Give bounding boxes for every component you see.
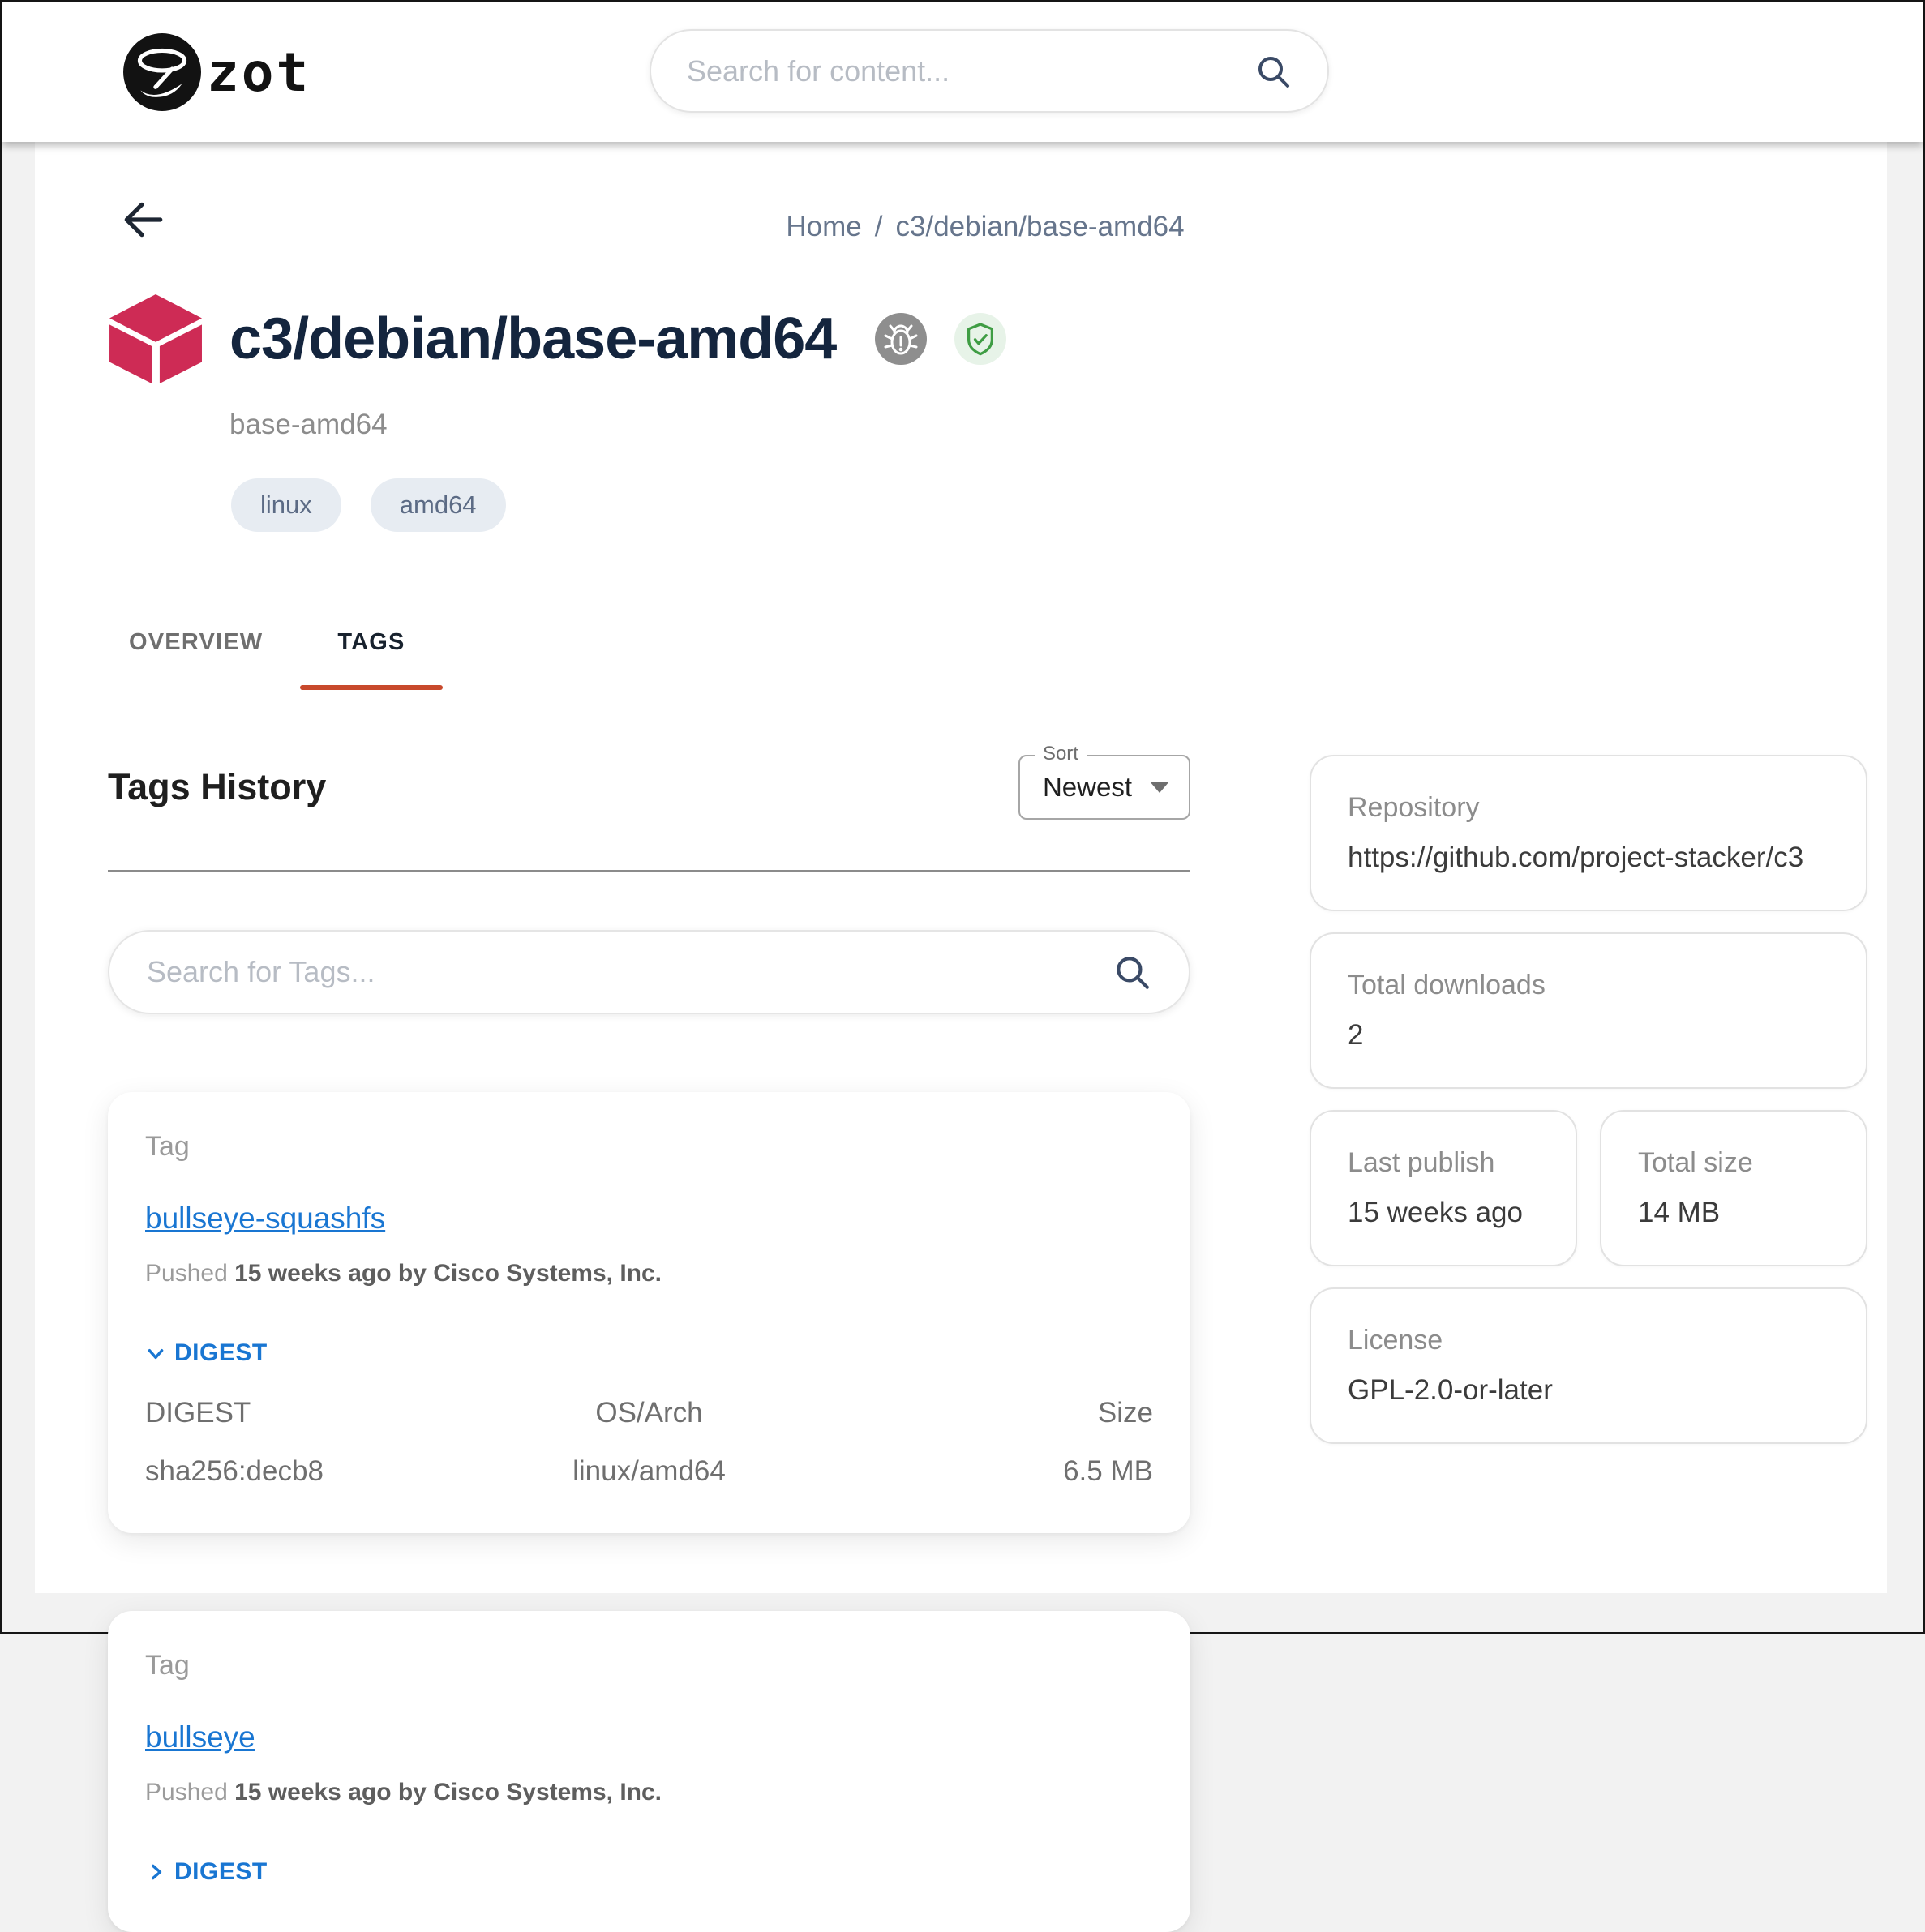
breadcrumb-home-link[interactable]: Home [786,211,862,242]
repo-tabs: OVERVIEW TAGS [92,610,1863,690]
digest-table: DIGEST OS/Arch Size sha256:decb8 linux/a… [145,1397,1153,1488]
global-search-bar [650,29,1329,113]
digest-col-header: DIGEST [145,1397,251,1429]
license-label: License [1348,1325,1443,1356]
breadcrumb-current: c3/debian/base-amd64 [895,211,1185,242]
last-publish-card: Last publish 15 weeks ago [1310,1110,1577,1266]
sort-dropdown-value: Newest [1042,772,1132,802]
total-downloads-label: Total downloads [1348,970,1546,1000]
platform-chip-os: linux [231,478,341,532]
chevron-down-icon [145,1343,166,1364]
back-button[interactable] [119,195,168,244]
repo-meta-sidebar: Repository https://github.com/project-st… [1310,755,1867,1932]
tag-card: Tag bullseye Pushed 15 weeks ago by Cisc… [108,1611,1190,1932]
total-size-value: 14 MB [1638,1197,1721,1228]
tag-link[interactable]: bullseye-squashfs [145,1202,386,1235]
license-card: License GPL-2.0-or-later [1310,1287,1867,1444]
total-size-label: Total size [1638,1147,1753,1178]
osarch-value: linux/amd64 [572,1455,726,1487]
total-downloads-value: 2 [1348,1019,1364,1051]
breadcrumb: Home / c3/debian/base-amd64 [786,211,1184,243]
tag-field-label: Tag [145,1650,190,1681]
sort-dropdown[interactable]: Sort Newest [1018,743,1190,820]
search-icon[interactable] [1254,53,1292,90]
tag-field-label: Tag [145,1131,190,1162]
signed-shield-icon [954,313,1007,365]
repository-value: https://github.com/project-stacker/c3 [1348,842,1804,873]
app-header: zot [2,2,1923,142]
total-downloads-card: Total downloads 2 [1310,932,1867,1089]
pushed-detail: 15 weeks ago by Cisco Systems, Inc. [234,1779,662,1806]
zot-logo-text: zot [207,41,311,104]
digest-toggle-label: DIGEST [174,1858,268,1885]
chevron-right-icon [145,1861,166,1883]
tags-history-section: Tags History Sort Newest [108,743,1190,1932]
platform-chip-arch: amd64 [370,478,506,532]
sort-dropdown-label: Sort [1034,743,1087,765]
repo-detail-page: Home / c3/debian/base-amd64 c3/debian/ba… [35,142,1887,1932]
global-search-input[interactable] [687,54,1254,88]
tags-history-header: Tags History Sort Newest [108,743,1190,820]
repo-title-row: c3/debian/base-amd64 [108,293,1863,384]
last-publish-label: Last publish [1348,1147,1495,1178]
content-row: Tags History Sort Newest [108,743,1867,1932]
sort-dropdown-arrow-icon [1150,782,1169,793]
license-value: GPL-2.0-or-later [1348,1374,1553,1406]
tags-search-bar [108,930,1190,1014]
digest-table-header-row: DIGEST OS/Arch Size [145,1397,1153,1429]
digest-table-value-row: sha256:decb8 linux/amd64 6.5 MB [145,1455,1153,1488]
repo-subtitle: base-amd64 [229,409,388,440]
size-value: 6.5 MB [1063,1455,1153,1487]
repository-card: Repository https://github.com/project-st… [1310,755,1867,911]
repository-label: Repository [1348,792,1480,823]
tab-tags[interactable]: TAGS [300,610,443,690]
digest-toggle[interactable]: DIGEST [145,1339,268,1367]
page-title: c3/debian/base-amd64 [229,306,837,371]
size-col-header: Size [1097,1397,1153,1429]
digest-toggle-label: DIGEST [174,1339,268,1366]
digest-value: sha256:decb8 [145,1455,324,1487]
tag-link[interactable]: bullseye [145,1720,255,1754]
zot-logo-icon [122,32,202,112]
pushed-prefix: Pushed [145,1779,228,1806]
tag-pushed-line: Pushed 15 weeks ago by Cisco Systems, In… [145,1779,1153,1806]
tags-history-heading: Tags History [108,766,327,807]
repo-cube-icon [108,293,204,384]
search-icon[interactable] [1113,953,1151,992]
osarch-col-header: OS/Arch [595,1397,703,1429]
tab-overview[interactable]: OVERVIEW [129,629,264,655]
total-size-card: Total size 14 MB [1600,1110,1867,1266]
zot-logo[interactable]: zot [122,32,311,112]
pushed-prefix: Pushed [145,1260,228,1287]
page-topbar: Home / c3/debian/base-amd64 [108,142,1863,284]
breadcrumb-separator: / [874,211,883,242]
last-publish-value: 15 weeks ago [1348,1197,1523,1228]
tags-search-input[interactable] [147,955,1113,989]
platform-chips: linux amd64 [231,478,1863,532]
tag-card: Tag bullseye-squashfs Pushed 15 weeks ag… [108,1092,1190,1533]
publish-size-row: Last publish 15 weeks ago Total size 14 … [1310,1110,1867,1287]
section-divider [108,870,1190,872]
vulnerability-bug-icon [875,313,928,365]
pushed-detail: 15 weeks ago by Cisco Systems, Inc. [234,1260,662,1287]
tag-pushed-line: Pushed 15 weeks ago by Cisco Systems, In… [145,1260,1153,1287]
digest-toggle[interactable]: DIGEST [145,1858,268,1886]
